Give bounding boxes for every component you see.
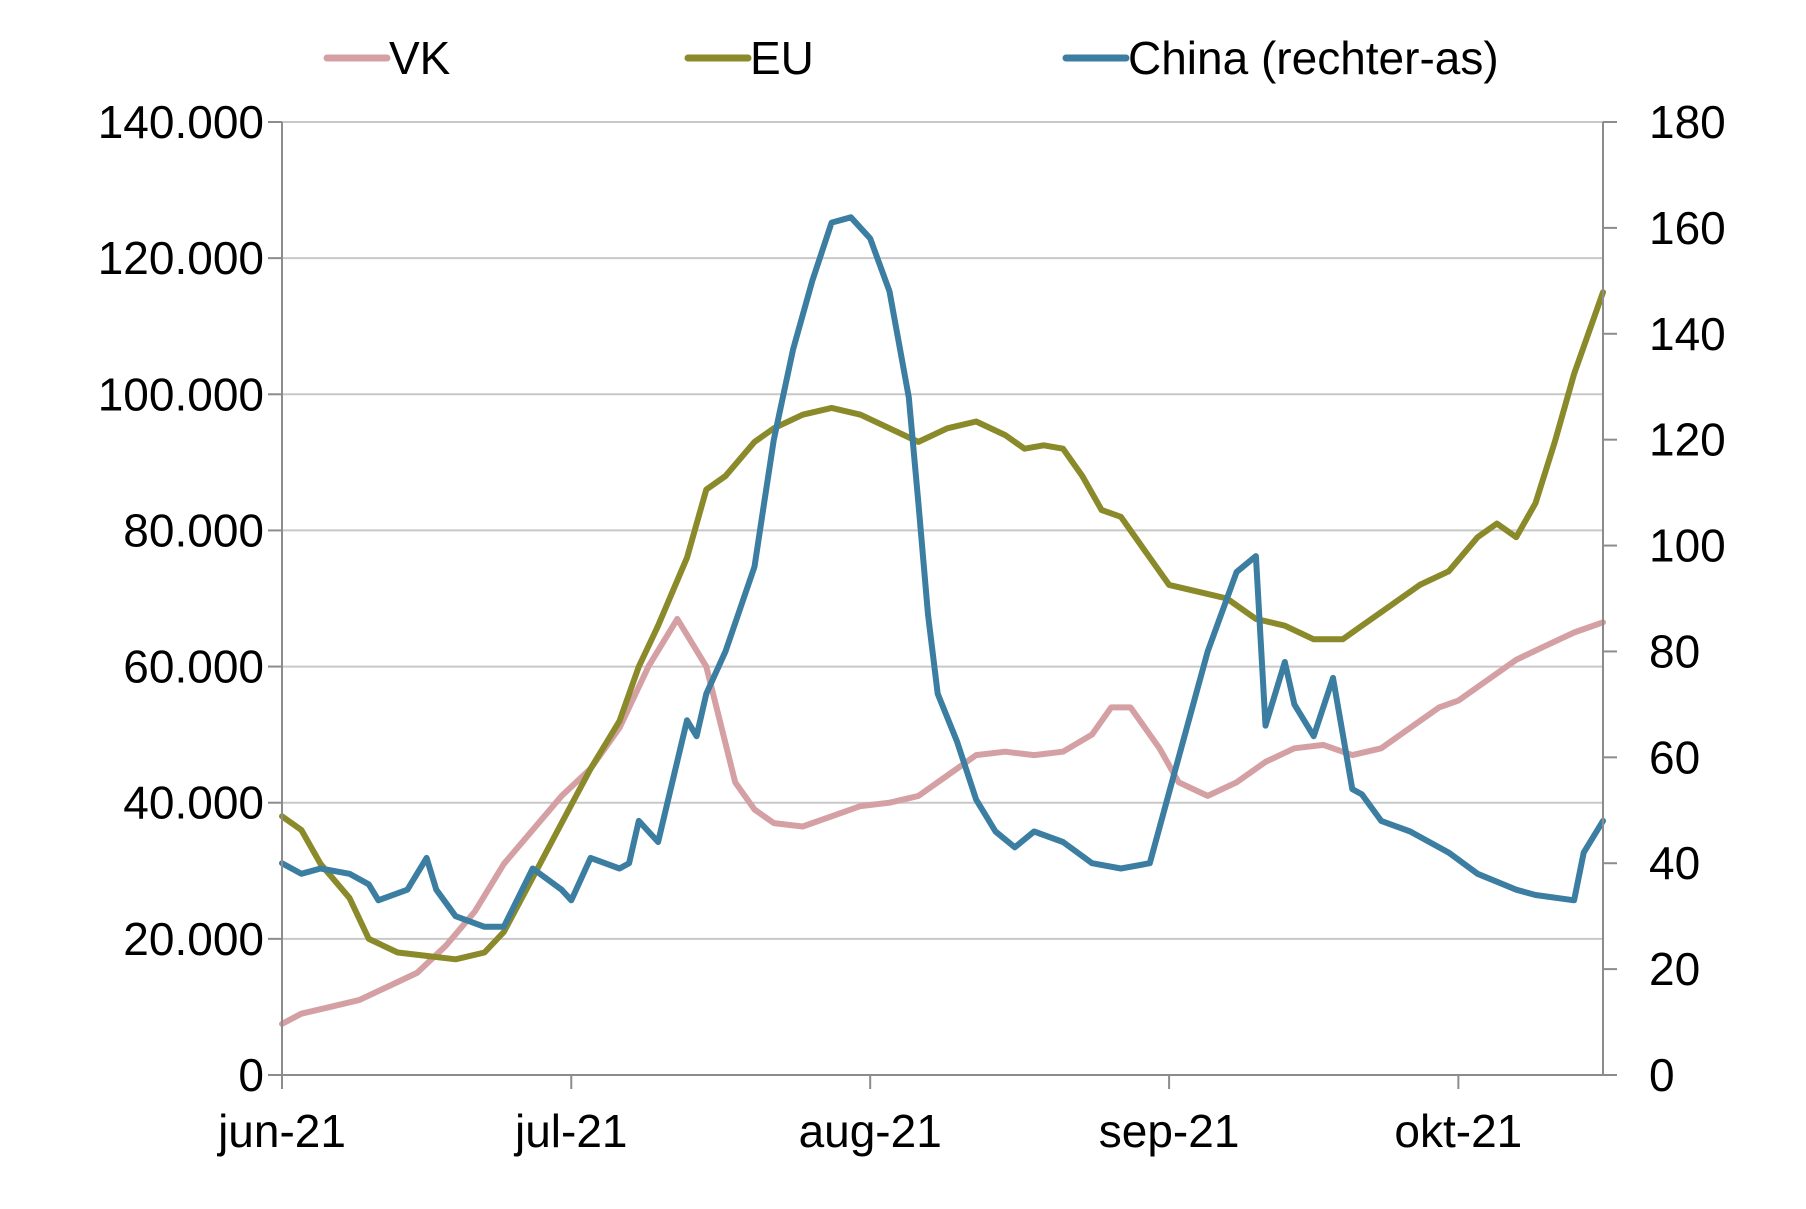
y-left-tick-label: 0	[238, 1049, 264, 1101]
tick-labels: 0 20.000 40.000 60.000 80.000 100.000 120.000 1…	[98, 96, 1726, 1157]
x-tick-label: sep-21	[1099, 1105, 1240, 1157]
y-left-tick-label: 140.000	[98, 96, 264, 148]
axes	[268, 121, 1617, 1089]
x-tick-label: aug-21	[799, 1105, 942, 1157]
x-tick-label: jul-21	[513, 1105, 628, 1157]
y-left-tick-label: 80.000	[123, 504, 264, 556]
y-left-tick-label: 20.000	[123, 913, 264, 965]
series-layer	[279, 214, 1606, 1027]
y-right-tick-label: 160	[1649, 202, 1726, 254]
y-right-tick-label: 60	[1649, 731, 1700, 783]
legend-label-china-rechter-as: China (rechter-as)	[1128, 32, 1499, 84]
y-right-tick-label: 120	[1649, 414, 1726, 466]
y-right-tick-label: 0	[1649, 1049, 1675, 1101]
y-left-tick-label: 120.000	[98, 232, 264, 284]
y-right-tick-label: 100	[1649, 520, 1726, 572]
x-tick-label: okt-21	[1394, 1105, 1522, 1157]
y-right-tick-label: 20	[1649, 943, 1700, 995]
y-right-tick-label: 80	[1649, 625, 1700, 677]
series-line-vk	[279, 615, 1606, 1027]
y-left-tick-label: 100.000	[98, 368, 264, 420]
y-left-tick-label: 40.000	[123, 777, 264, 829]
y-right-tick-label: 180	[1649, 96, 1726, 148]
series-line-eu	[279, 289, 1606, 963]
legend: VK EU China (rechter-as)	[323, 32, 1499, 84]
x-tick-label: jun-21	[216, 1105, 346, 1157]
y-right-tick-label: 140	[1649, 308, 1726, 360]
legend-label-vk: VK	[389, 32, 451, 84]
series-line-china-rechter-as	[279, 214, 1606, 930]
legend-label-eu: EU	[750, 32, 814, 84]
gridlines	[282, 121, 1603, 940]
y-left-tick-label: 60.000	[123, 641, 264, 693]
y-right-tick-label: 40	[1649, 837, 1700, 889]
